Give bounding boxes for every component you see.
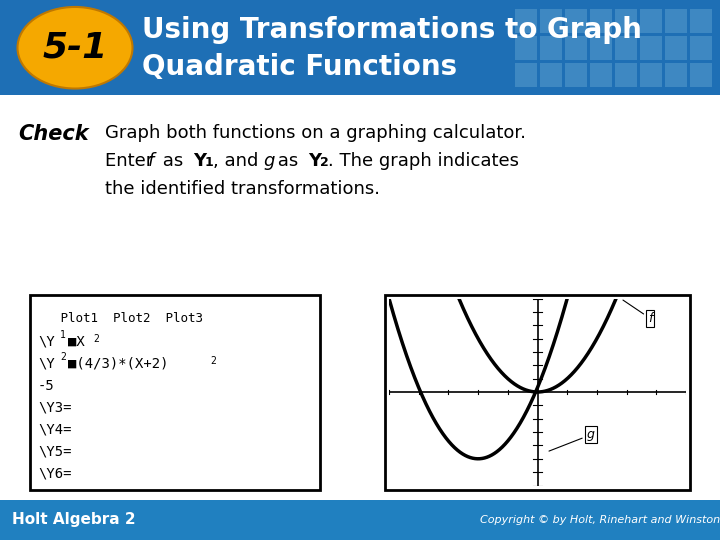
FancyBboxPatch shape xyxy=(615,36,637,60)
FancyBboxPatch shape xyxy=(665,36,687,60)
FancyBboxPatch shape xyxy=(590,9,612,33)
Text: 2: 2 xyxy=(93,334,99,345)
Text: 1: 1 xyxy=(60,330,66,341)
Text: ■X: ■X xyxy=(68,334,85,348)
FancyBboxPatch shape xyxy=(565,36,587,60)
Text: Y: Y xyxy=(308,152,321,171)
Text: g: g xyxy=(263,152,274,171)
Text: -5: -5 xyxy=(38,379,55,393)
FancyBboxPatch shape xyxy=(540,36,562,60)
Text: , and: , and xyxy=(213,152,264,171)
Ellipse shape xyxy=(17,7,132,89)
Text: f: f xyxy=(623,300,652,325)
FancyBboxPatch shape xyxy=(515,63,537,86)
Text: Y: Y xyxy=(193,152,206,171)
Text: . The graph indicates: . The graph indicates xyxy=(328,152,519,171)
FancyBboxPatch shape xyxy=(665,9,687,33)
Text: ■(4/3)*(X+2): ■(4/3)*(X+2) xyxy=(68,356,168,370)
Text: Check: Check xyxy=(18,125,89,145)
Text: Graph both functions on a graphing calculator.: Graph both functions on a graphing calcu… xyxy=(105,125,526,143)
Text: \Y: \Y xyxy=(38,334,55,348)
Text: Holt Algebra 2: Holt Algebra 2 xyxy=(12,512,135,527)
FancyBboxPatch shape xyxy=(690,36,712,60)
Text: Using Transformations to Graph: Using Transformations to Graph xyxy=(142,16,642,44)
Text: as: as xyxy=(272,152,304,171)
Text: 2: 2 xyxy=(320,157,329,170)
Text: Plot1  Plot2  Plot3: Plot1 Plot2 Plot3 xyxy=(38,313,203,326)
FancyBboxPatch shape xyxy=(515,36,537,60)
FancyBboxPatch shape xyxy=(615,9,637,33)
Text: \Y6=: \Y6= xyxy=(38,467,71,481)
Text: Copyright © by Holt, Rinehart and Winston. All Rights Reserved.: Copyright © by Holt, Rinehart and Winsto… xyxy=(480,515,720,525)
FancyBboxPatch shape xyxy=(690,63,712,86)
Text: \Y5=: \Y5= xyxy=(38,444,71,458)
FancyBboxPatch shape xyxy=(590,36,612,60)
Text: g: g xyxy=(549,428,595,451)
FancyBboxPatch shape xyxy=(590,63,612,86)
Text: Enter: Enter xyxy=(105,152,159,171)
FancyBboxPatch shape xyxy=(565,63,587,86)
Text: the identified transformations.: the identified transformations. xyxy=(105,180,380,199)
Text: as: as xyxy=(157,152,189,171)
FancyBboxPatch shape xyxy=(690,9,712,33)
FancyBboxPatch shape xyxy=(615,63,637,86)
FancyBboxPatch shape xyxy=(540,9,562,33)
FancyBboxPatch shape xyxy=(640,63,662,86)
Text: 2: 2 xyxy=(60,353,66,362)
FancyBboxPatch shape xyxy=(30,294,320,489)
FancyBboxPatch shape xyxy=(0,500,720,540)
Text: \Y: \Y xyxy=(38,356,55,370)
FancyBboxPatch shape xyxy=(0,0,720,94)
FancyBboxPatch shape xyxy=(640,36,662,60)
FancyBboxPatch shape xyxy=(385,294,690,489)
Text: \Y3=: \Y3= xyxy=(38,401,71,415)
Text: \Y4=: \Y4= xyxy=(38,422,71,436)
FancyBboxPatch shape xyxy=(515,9,537,33)
Text: 2: 2 xyxy=(210,356,216,367)
Text: Quadratic Functions: Quadratic Functions xyxy=(142,52,457,80)
FancyBboxPatch shape xyxy=(640,9,662,33)
Text: 5-1: 5-1 xyxy=(42,31,107,65)
Text: 1: 1 xyxy=(205,157,214,170)
FancyBboxPatch shape xyxy=(540,63,562,86)
Text: f: f xyxy=(148,152,154,171)
FancyBboxPatch shape xyxy=(565,9,587,33)
FancyBboxPatch shape xyxy=(665,63,687,86)
